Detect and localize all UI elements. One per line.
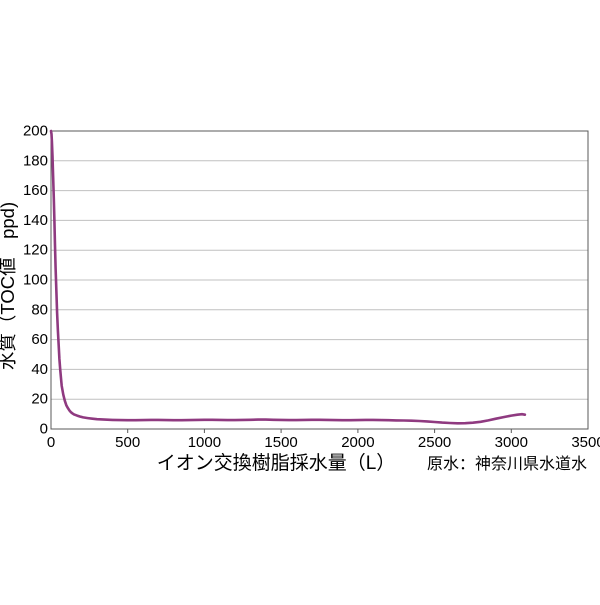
svg-text:2500: 2500: [418, 434, 451, 451]
svg-text:200: 200: [23, 123, 48, 140]
svg-text:500: 500: [115, 434, 140, 451]
svg-text:100: 100: [23, 272, 48, 289]
svg-text:イオン交換樹脂採水量（L）: イオン交換樹脂採水量（L）: [157, 452, 396, 474]
svg-text:20: 20: [31, 391, 48, 408]
svg-text:原水：神奈川県水道水: 原水：神奈川県水道水: [427, 455, 587, 473]
svg-text:0: 0: [47, 434, 55, 451]
svg-text:60: 60: [31, 331, 48, 348]
svg-text:120: 120: [23, 242, 48, 259]
svg-text:水質（TOC値 ppd): 水質（TOC値 ppd): [0, 202, 18, 370]
svg-text:40: 40: [31, 361, 48, 378]
svg-text:80: 80: [31, 301, 48, 318]
svg-text:1500: 1500: [264, 434, 297, 451]
svg-text:140: 140: [23, 212, 48, 229]
svg-text:3500: 3500: [571, 434, 600, 451]
svg-text:1000: 1000: [188, 434, 221, 451]
svg-text:180: 180: [23, 152, 48, 169]
svg-text:160: 160: [23, 182, 48, 199]
svg-text:2000: 2000: [341, 434, 374, 451]
svg-text:3000: 3000: [495, 434, 528, 451]
